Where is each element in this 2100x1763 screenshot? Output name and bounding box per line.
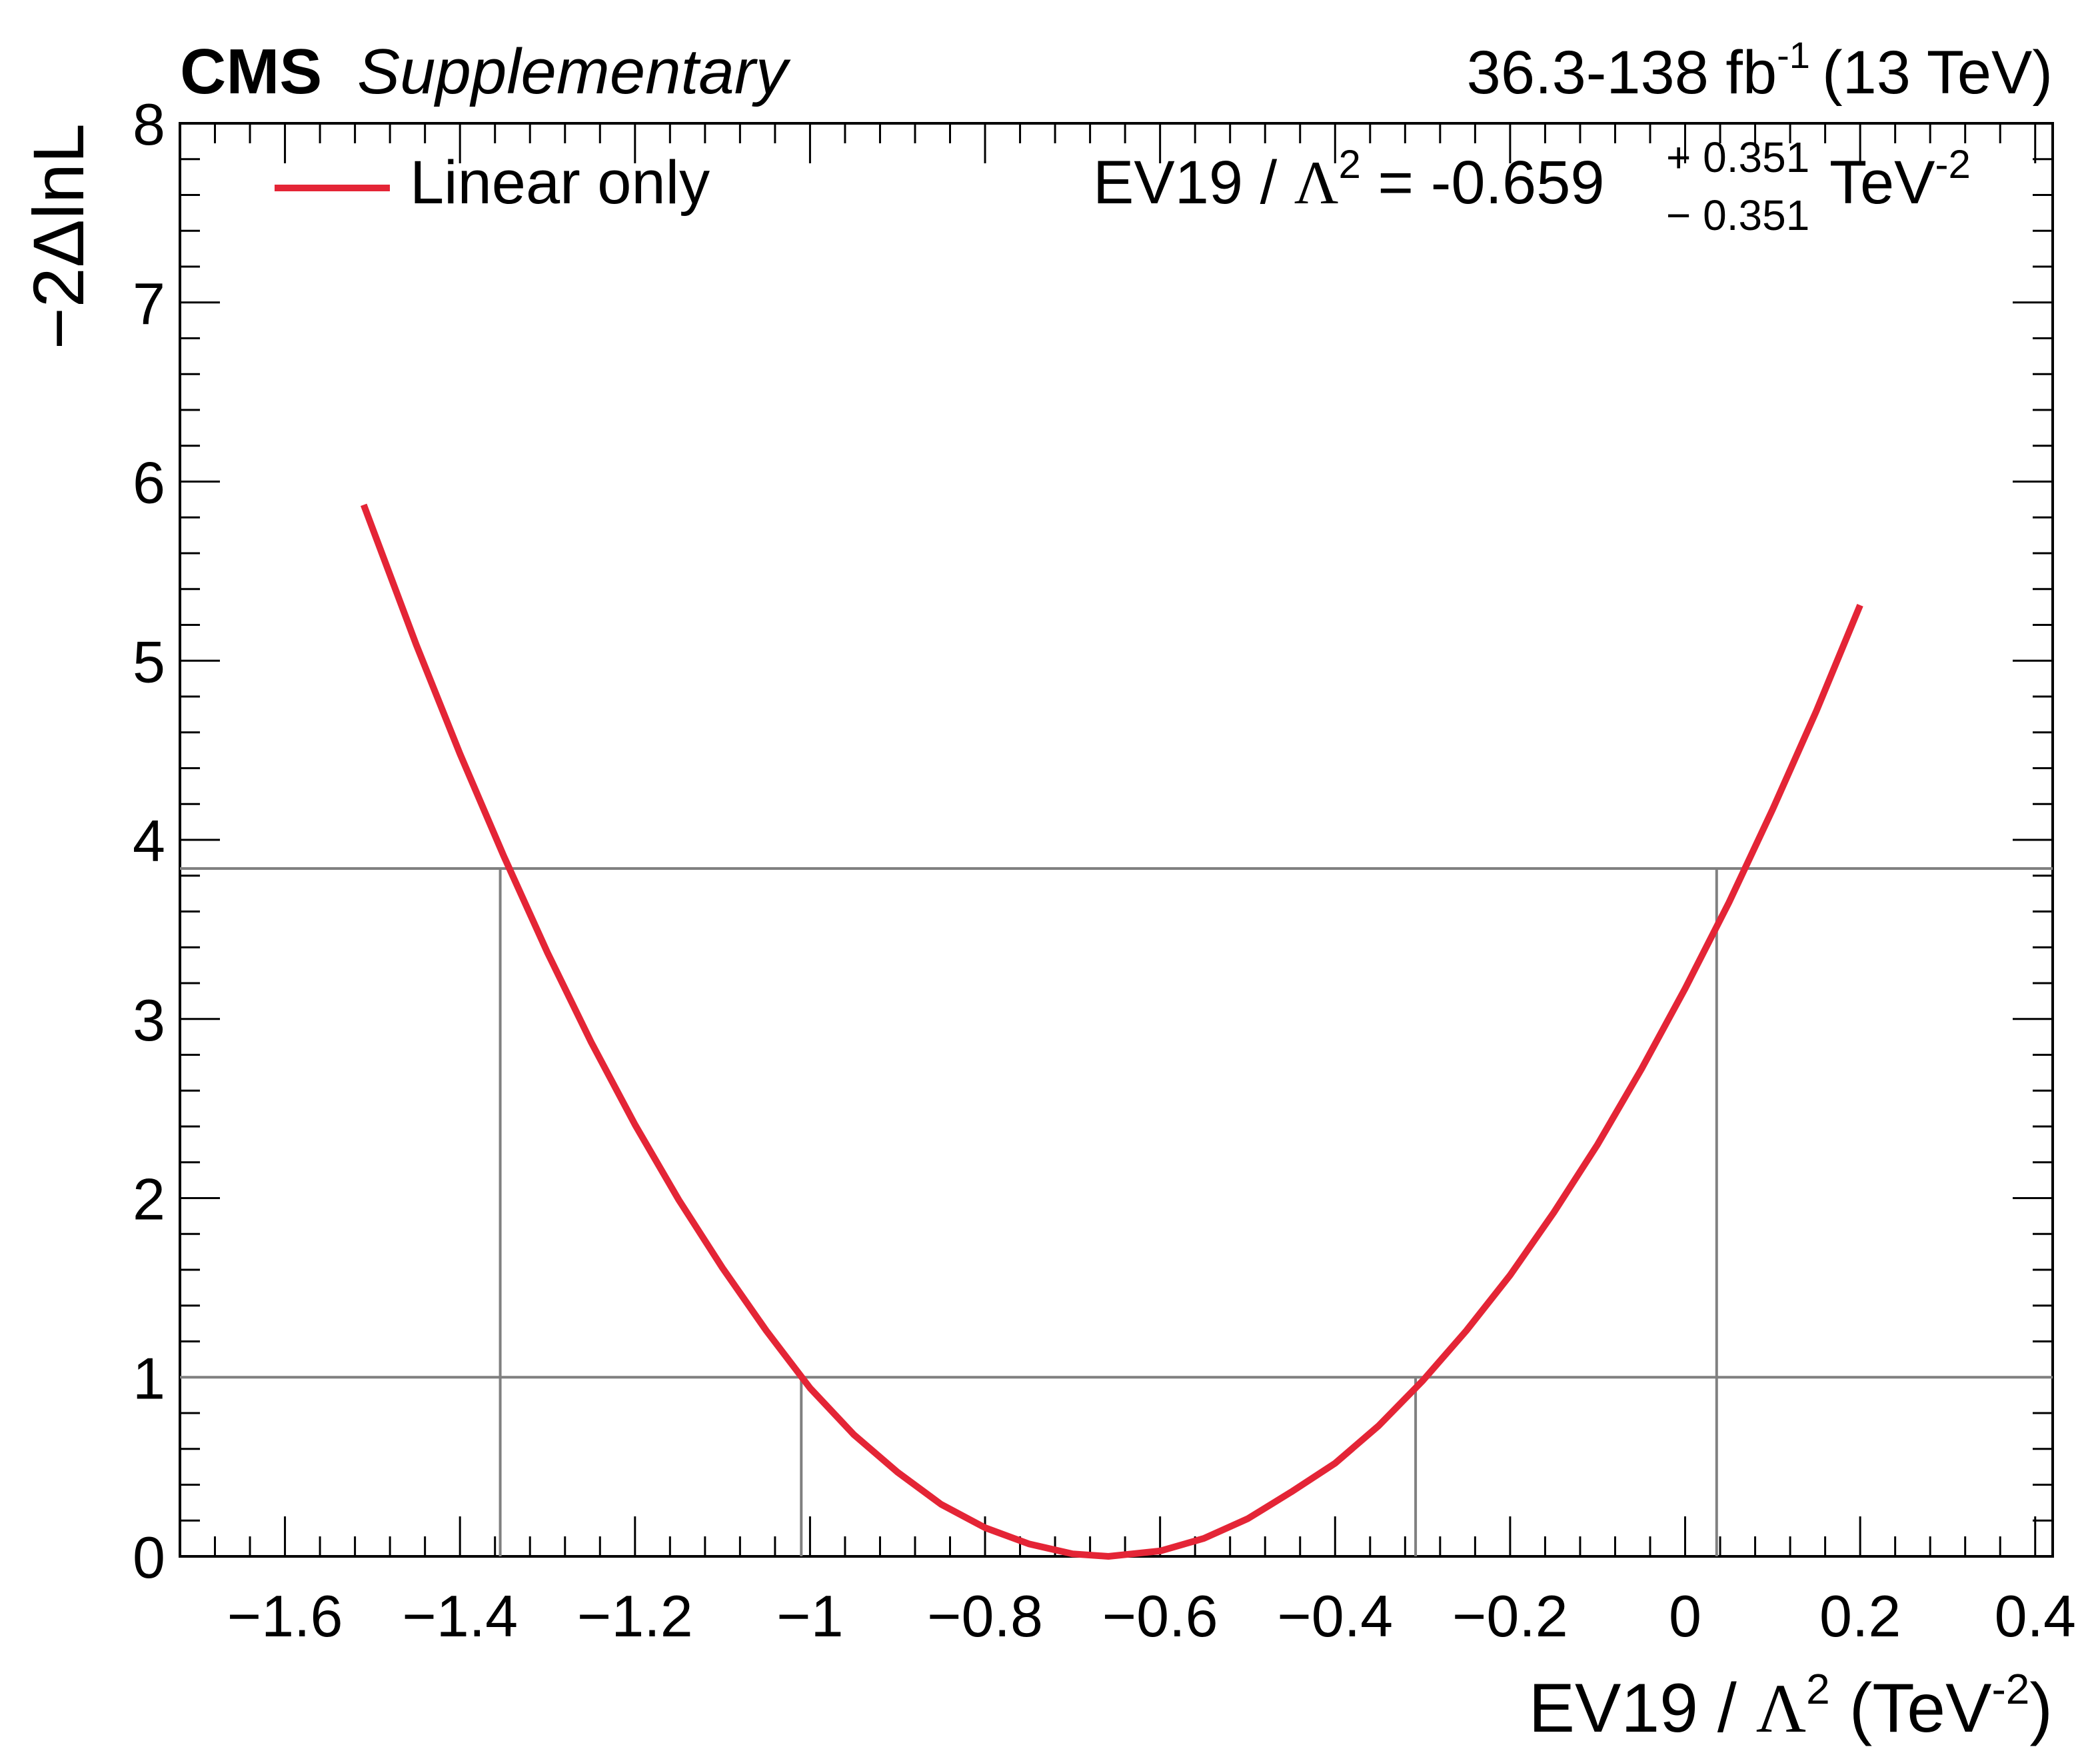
y-tick-label: 3	[133, 987, 165, 1053]
plot-frame	[179, 122, 2054, 1558]
x-axis-title-lambda-exp: 2	[1806, 1665, 1830, 1713]
y-tick-label: 6	[133, 450, 165, 516]
x-tick-label: −1.6	[227, 1583, 343, 1649]
x-tick-label: −0.6	[1102, 1583, 1218, 1649]
x-tick-label: 0	[1669, 1583, 1701, 1649]
result-unit: TeV-2	[1829, 142, 1971, 217]
x-axis-title-param: EV19 /	[1529, 1670, 1756, 1747]
x-axis-title-close: )	[2029, 1670, 2053, 1747]
x-tick-label: −1.2	[577, 1583, 693, 1649]
y-tick-label: 7	[133, 271, 165, 337]
lumi-value: 36.3-138 fb	[1467, 39, 1777, 107]
lumi-label: 36.3-138 fb-1 (13 TeV)	[1467, 34, 2053, 107]
result-value: = -0.659	[1361, 149, 1605, 217]
y-tick-label: 2	[133, 1166, 165, 1232]
axis-ticks	[179, 122, 2053, 1558]
x-tick-label: −0.2	[1452, 1583, 1568, 1649]
result-unit-text: TeV	[1829, 149, 1935, 217]
result-error-down: − 0.351	[1666, 191, 1809, 239]
x-axis-title: EV19 / Λ2 (TeV-2)	[1529, 1665, 2053, 1747]
result-param: EV19 /	[1093, 149, 1294, 217]
y-axis-title: −2ΔlnL	[18, 123, 99, 349]
energy-value: (13 TeV)	[1822, 39, 2053, 107]
x-axis-title-unit-exp: -2	[1991, 1665, 2029, 1713]
result-main-text: EV19 / Λ2 = -0.659	[1093, 142, 1605, 217]
y-tick-label: 5	[133, 629, 165, 695]
experiment-label: CMS	[180, 36, 322, 107]
y-tick-label: 1	[133, 1345, 165, 1411]
x-tick-label: −0.4	[1277, 1583, 1393, 1649]
best-fit-result: EV19 / Λ2 = -0.659 + 0.351 − 0.351 TeV-2	[1093, 133, 1971, 239]
y-tick-label: 0	[133, 1524, 165, 1590]
x-tick-label: 0.4	[1995, 1583, 2076, 1649]
x-tick-labels: −1.6 −1.4 −1.2 −1 −0.8 −0.6 −0.4 −0.2 0 0.2 0.4	[227, 1583, 2076, 1649]
x-tick-label: 0.2	[1819, 1583, 1901, 1649]
result-lambda-exp: 2	[1338, 142, 1360, 187]
reference-lines	[180, 867, 2053, 1556]
x-tick-label: −1	[776, 1583, 843, 1649]
result-error-up: + 0.351	[1666, 133, 1809, 181]
x-axis-title-unit: (TeV	[1830, 1670, 1992, 1747]
y-tick-labels: 0 1 2 3 4 5 6 7 8	[133, 91, 165, 1590]
x-tick-label: −0.8	[927, 1583, 1043, 1649]
legend: Linear only	[275, 149, 710, 217]
result-lambda: Λ	[1294, 149, 1339, 217]
x-tick-label: −1.4	[402, 1583, 518, 1649]
y-tick-label: 4	[133, 808, 165, 874]
plot-area-border	[179, 122, 2054, 1558]
series-line-linear-only	[361, 503, 1863, 1560]
legend-label-linear-only: Linear only	[410, 149, 710, 217]
lumi-exponent: -1	[1777, 34, 1810, 76]
y-tick-label: 8	[133, 91, 165, 157]
result-unit-exp: -2	[1935, 142, 1971, 187]
status-label: Supplementary	[357, 36, 791, 107]
x-axis-title-lambda: Λ	[1756, 1670, 1806, 1747]
